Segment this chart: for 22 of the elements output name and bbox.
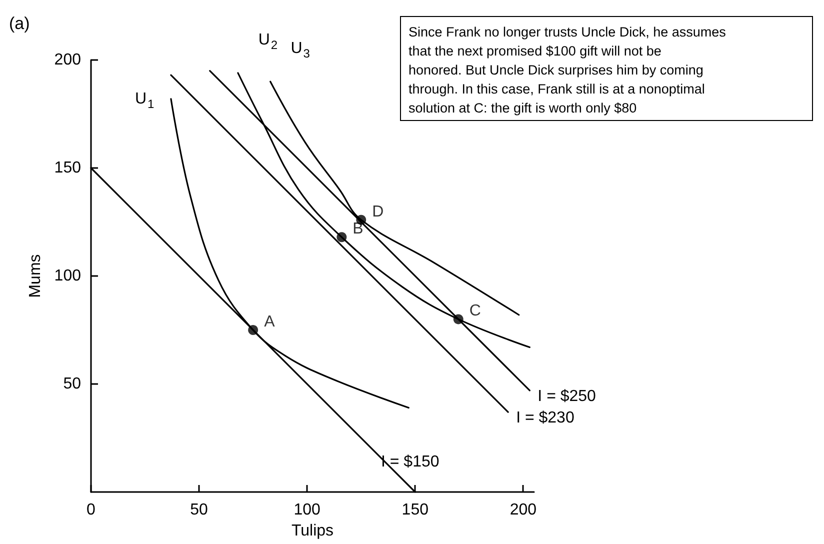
x-tick-label: 50	[190, 502, 208, 518]
data-label: C	[469, 302, 481, 320]
point	[248, 325, 258, 335]
annotation: Since Frank no longer trusts Uncle Dick, he assumes that the next promised $100 gift will not be honored. But Uncle Dick surprises him by coming through. In this case, Frank still is at a nonoptimal solution at C: the gift is worth only $80	[408, 24, 726, 116]
series-label: I = $250	[538, 388, 596, 405]
x-tick-label: 150	[402, 502, 429, 518]
y-tick-label: 200	[54, 52, 82, 68]
x-tick-label: 100	[294, 502, 321, 518]
y-tick-label: 50	[63, 376, 82, 392]
y-tick-label: 150	[54, 160, 82, 176]
x-tick-label: 200	[510, 502, 537, 518]
data-label: D	[372, 203, 384, 220]
series-label: I = $230	[516, 410, 574, 427]
x-tick-label: 0	[86, 502, 96, 518]
y-axis-title: Mums	[26, 254, 44, 298]
point	[336, 232, 347, 242]
chart-title: (a)	[9, 14, 30, 33]
x-axis-title: Tulips	[291, 522, 334, 540]
point	[453, 314, 464, 324]
y-tick-label: 100	[54, 268, 82, 284]
data-label: B	[352, 220, 364, 238]
data-label: A	[264, 314, 276, 330]
